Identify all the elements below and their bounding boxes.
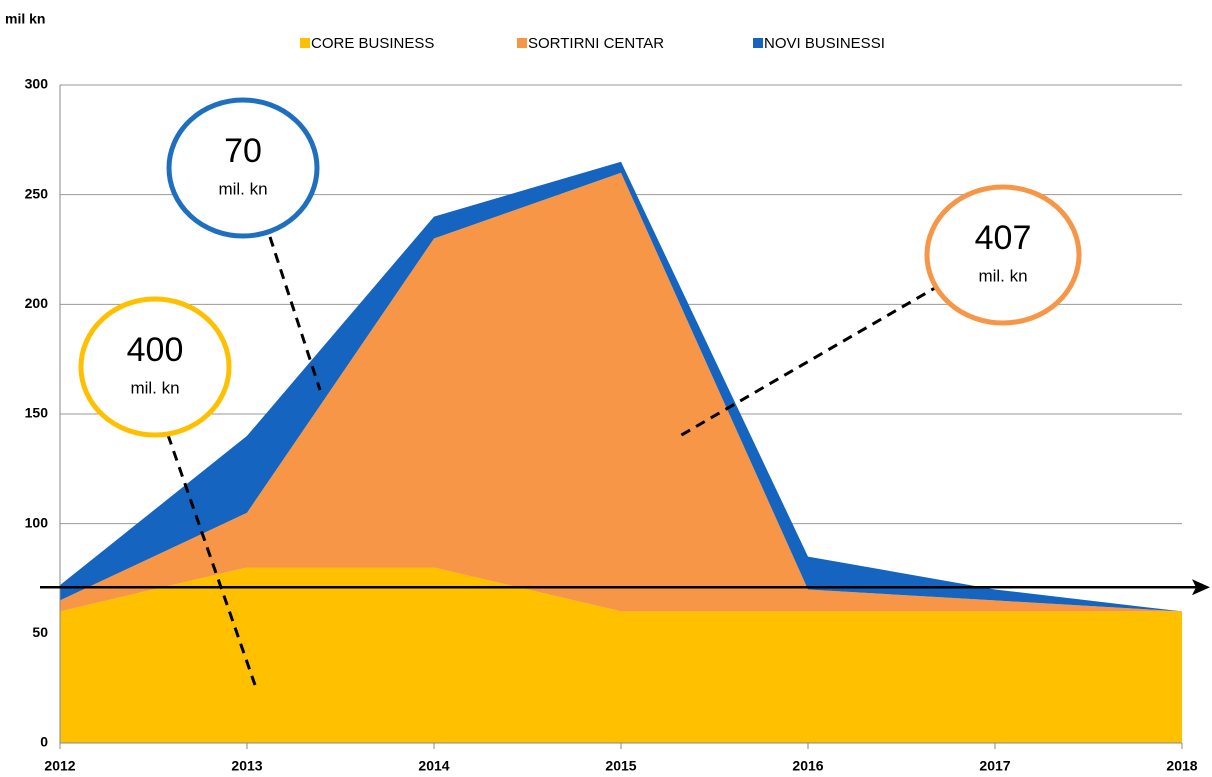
- annotation-unit: mil. kn: [130, 378, 179, 397]
- x-tick-label: 2013: [231, 758, 262, 774]
- annotation-value: 70: [224, 132, 262, 170]
- legend-label: CORE BUSINESS: [311, 35, 434, 52]
- y-tick-label: 300: [25, 76, 49, 92]
- annotation-circle: [78, 296, 232, 438]
- y-tick-label: 200: [25, 295, 49, 311]
- x-tick-label: 2018: [1166, 758, 1197, 774]
- legend-swatch: [517, 38, 527, 48]
- x-tick-label: 2017: [979, 758, 1010, 774]
- annotation-circle: [924, 184, 1082, 326]
- arrow-head: [1192, 579, 1210, 596]
- y-tick-label: 50: [32, 624, 48, 640]
- x-tick-label: 2016: [792, 758, 823, 774]
- annotation-unit: mil. kn: [978, 266, 1027, 285]
- y-tick-label: 150: [25, 405, 49, 421]
- annotation-value: 407: [975, 219, 1032, 257]
- y-tick-label: 0: [40, 734, 48, 750]
- legend-label: SORTIRNI CENTAR: [528, 35, 664, 52]
- legend-label: NOVI BUSINESSI: [764, 35, 885, 52]
- x-tick-label: 2014: [418, 758, 449, 774]
- annotation-value: 400: [127, 331, 184, 369]
- x-tick-label: 2012: [44, 758, 75, 774]
- annotation-circle: [166, 97, 320, 239]
- area: [60, 172, 1182, 612]
- dashed-pointer: [268, 236, 322, 391]
- x-tick-label: 2015: [605, 758, 636, 774]
- annotation-unit: mil. kn: [218, 179, 267, 198]
- legend-swatch: [753, 38, 763, 48]
- y-tick-label: 100: [25, 514, 49, 530]
- unit-label: mil kn: [5, 11, 45, 27]
- legend-swatch: [300, 38, 310, 48]
- y-tick-label: 250: [25, 185, 49, 201]
